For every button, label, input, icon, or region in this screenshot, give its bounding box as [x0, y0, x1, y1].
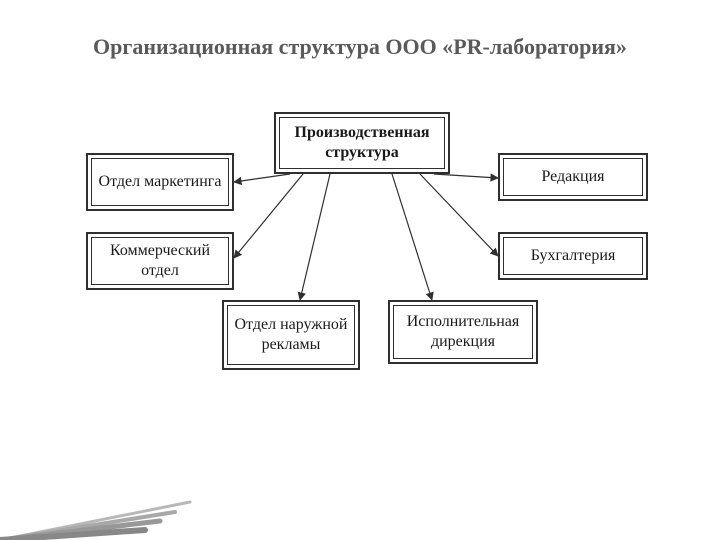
node-label: Редакция — [506, 167, 640, 187]
node-marketing: Отдел маркетинга — [86, 153, 234, 211]
decor-line — [0, 521, 160, 540]
node-label: Отдел маркетинга — [94, 172, 226, 192]
node-commerce: Коммерческий отдел — [86, 232, 234, 290]
edge-root-marketing — [234, 174, 290, 182]
node-outdoor: Отдел наружной рекламы — [222, 300, 360, 370]
decor-line — [0, 502, 190, 540]
node-root: Производственная структура — [274, 112, 450, 174]
page-title: Организационная структура ООО «PR-лабора… — [0, 34, 720, 60]
edge-root-account — [420, 174, 498, 256]
edge-root-commerce — [234, 174, 303, 258]
node-label: Производственная структура — [282, 123, 442, 163]
edge-root-outdoor — [300, 174, 330, 300]
node-label: Исполнительная дирекция — [396, 312, 530, 352]
edge-root-exec — [392, 174, 432, 300]
decor-line — [0, 512, 175, 540]
decor-line — [0, 530, 145, 540]
node-exec: Исполнительная дирекция — [388, 300, 538, 364]
node-label: Бухгалтерия — [506, 246, 640, 266]
node-label: Отдел наружной рекламы — [230, 315, 352, 355]
node-account: Бухгалтерия — [498, 232, 648, 280]
edge-root-editorial — [434, 174, 498, 178]
node-label: Коммерческий отдел — [94, 241, 226, 281]
page-title-text: Организационная структура ООО «PR-лабора… — [93, 34, 627, 59]
node-editorial: Редакция — [498, 153, 648, 201]
